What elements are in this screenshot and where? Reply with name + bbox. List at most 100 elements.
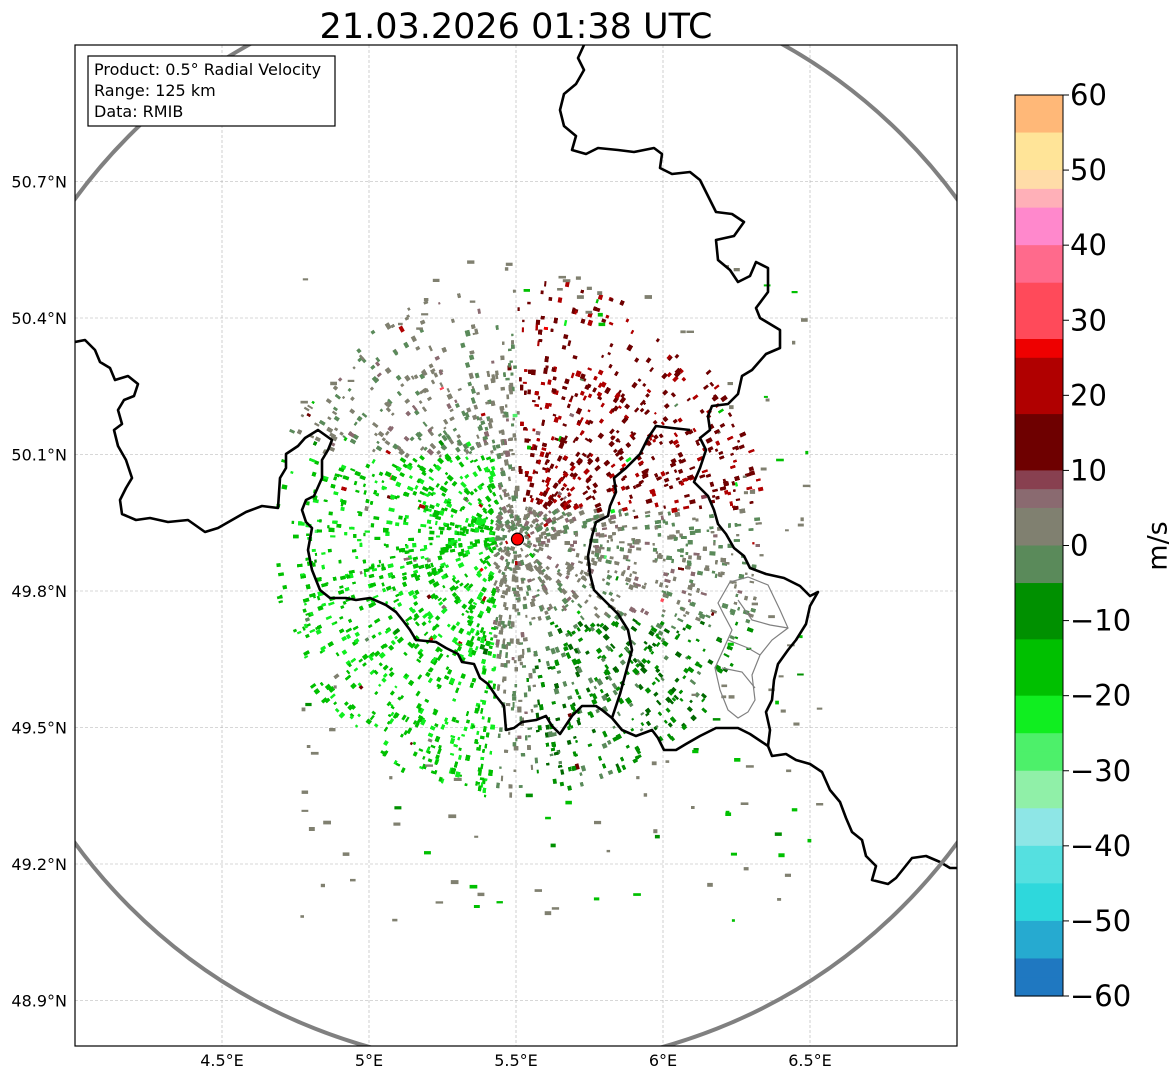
echo-gate (413, 643, 420, 650)
echo-gate (571, 658, 578, 666)
echo-gate (560, 769, 565, 775)
echo-gate (648, 648, 653, 653)
echo-gate (512, 417, 515, 421)
echo-gate (375, 356, 381, 363)
echo-gate (506, 585, 511, 592)
echo-gate (606, 547, 611, 552)
echo-gate (494, 564, 501, 570)
echo-gate (515, 591, 520, 595)
echo-gate (487, 680, 491, 684)
echo-gate (535, 712, 540, 719)
echo-gate (689, 530, 696, 536)
echo-gate (735, 498, 741, 502)
echo-gate (492, 653, 497, 659)
echo-gate (367, 623, 373, 629)
echo-gate (328, 511, 333, 516)
echo-gate (707, 624, 712, 628)
echo-gate (417, 528, 421, 533)
echo-gate (488, 531, 494, 535)
echo-gate (507, 496, 512, 500)
echo-gate (540, 290, 544, 295)
echo-gate (460, 342, 466, 349)
echo-gate (457, 524, 462, 528)
echo-gate (594, 612, 601, 619)
echo-gate (606, 569, 610, 574)
echo-gate (591, 728, 597, 734)
echo-gate (412, 719, 418, 725)
echo-gate (556, 455, 563, 462)
echo-gate (446, 403, 452, 410)
echo-gate (729, 634, 736, 640)
echo-gate (652, 419, 658, 425)
echo-gate (499, 494, 503, 501)
echo-gate (527, 301, 531, 305)
echo-gate (440, 778, 445, 784)
echo-gate (596, 623, 601, 627)
echo-gate (578, 503, 584, 508)
echo-gate (587, 710, 593, 716)
echo-gate (303, 602, 307, 606)
echo-gate (686, 560, 692, 564)
echo-gate (402, 463, 408, 469)
echo-gate (611, 682, 618, 690)
echo-gate (630, 639, 637, 646)
echo-gate (512, 551, 517, 554)
echo-gate (699, 620, 706, 626)
echo-gate (468, 372, 474, 380)
echo-gate (563, 319, 568, 327)
echo-gate (635, 663, 641, 668)
echo-gate (621, 462, 627, 468)
echo-gate (610, 508, 616, 514)
echo-gate (581, 452, 587, 458)
echo-gate (713, 384, 720, 390)
echo-gate (532, 469, 536, 475)
echo-gate (532, 543, 537, 548)
echo-gate (352, 366, 356, 370)
echo-gate (719, 422, 726, 428)
echo-gate (381, 582, 385, 587)
echo-gate (575, 552, 580, 558)
echo-gate (445, 434, 452, 441)
echo-gate (473, 458, 479, 463)
echo-gate (440, 562, 447, 567)
echo-gate (405, 463, 413, 471)
echo-gate (340, 506, 345, 512)
echo-gate (479, 735, 485, 740)
echo-gate (428, 667, 434, 673)
echo-gate (605, 644, 612, 652)
echo-gate (748, 466, 755, 472)
echo-gate (476, 746, 482, 752)
echo-gate (521, 648, 525, 655)
echo-gate (702, 384, 709, 390)
echo-gate (472, 471, 479, 478)
echo-gate (532, 668, 536, 674)
echo-gate (488, 417, 494, 424)
echo-gate (752, 542, 755, 545)
echo-gate (541, 479, 545, 483)
echo-gate (730, 553, 734, 556)
echo-gate (645, 514, 651, 518)
echo-gate (673, 469, 678, 474)
echo-gate (303, 406, 310, 412)
echo-gate (541, 467, 547, 471)
echo-gate (515, 522, 520, 527)
echo-gate (454, 402, 460, 409)
echo-gate (662, 389, 669, 396)
echo-gate (658, 440, 664, 446)
echo-gate (594, 502, 602, 509)
echo-gate (606, 487, 612, 493)
echo-gate (491, 360, 495, 364)
echo-gate (339, 585, 344, 589)
echo-gate (510, 423, 515, 427)
echo-gate (413, 374, 419, 380)
echo-gate (470, 520, 475, 525)
echo-gate (468, 354, 475, 361)
echo-gate (694, 691, 700, 698)
echo-gate (465, 609, 470, 614)
echo-gate (439, 382, 444, 388)
echo-gate (439, 530, 444, 535)
echo-gate (373, 432, 378, 437)
echo-gate (420, 523, 427, 528)
echo-gate (633, 561, 637, 565)
echo-gate (422, 421, 428, 427)
